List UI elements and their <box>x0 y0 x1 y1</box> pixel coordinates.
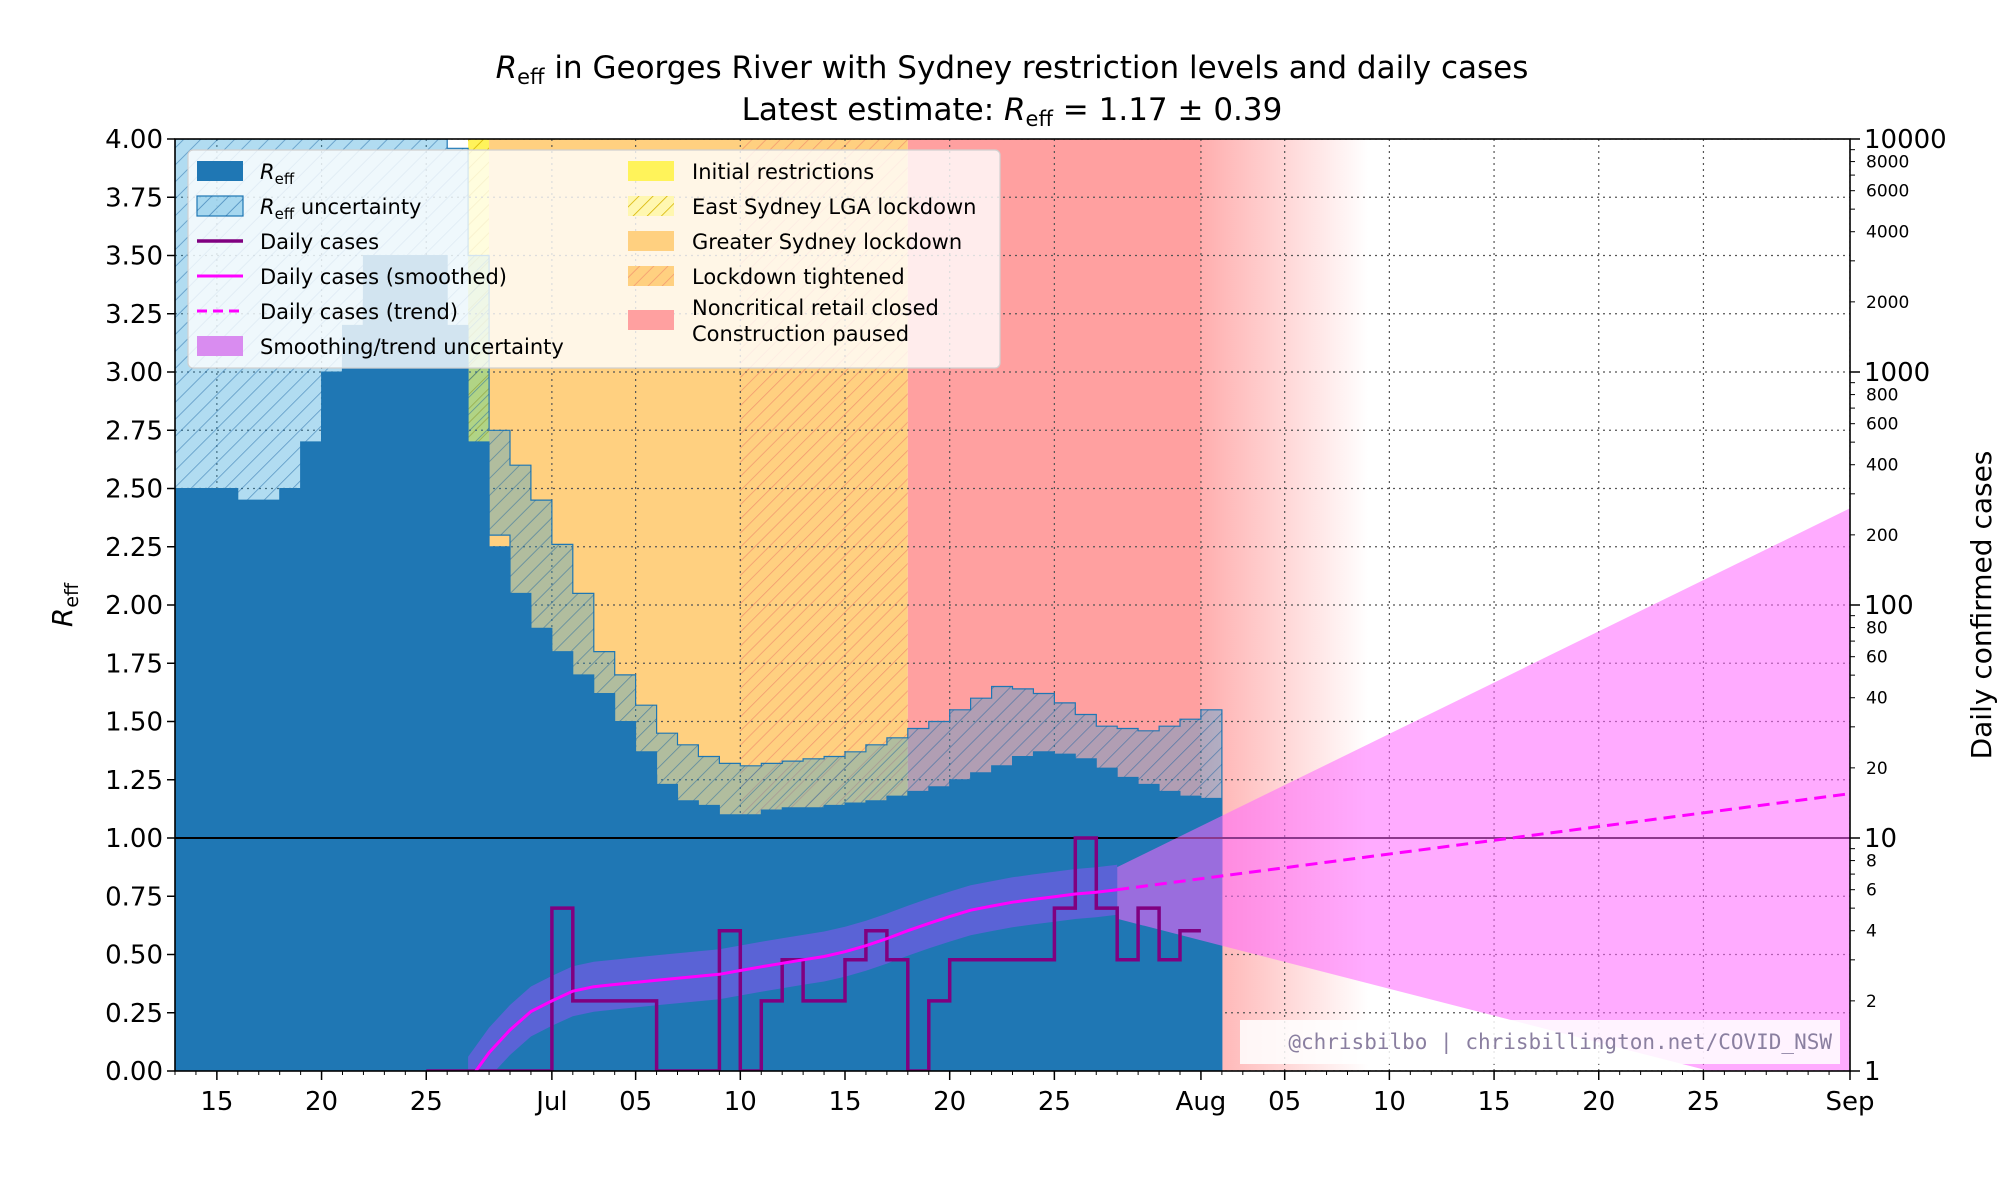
left-axis: 0.00 0.25 0.50 0.75 1.00 1.25 1.50 1.75 2.00 2.25… <box>105 125 175 1087</box>
left-tick-label: 2.75 <box>105 416 163 446</box>
x-tick-label: 25 <box>410 1087 443 1117</box>
x-tick-label: 25 <box>1687 1087 1720 1117</box>
legend: Reff Reff uncertainty Daily cases Daily cas… <box>187 149 1001 369</box>
left-tick-label: 3.75 <box>105 183 163 213</box>
cases-series <box>426 508 1850 1071</box>
left-tick-label: 4.00 <box>105 125 163 155</box>
x-axis: 15 20 25 Jul 05 10 15 20 25 Aug 05 10 15 20 25 Sep <box>174 1071 1875 1117</box>
legend-handle-reff <box>197 161 243 181</box>
title: Reff in Georges River with Sydney restri… <box>496 50 1529 131</box>
legend-label-trend: Daily cases (trend) <box>260 300 458 324</box>
legend-handle-greater <box>628 231 674 251</box>
right-major-tick-label: 1000 <box>1864 358 1930 388</box>
right-minor-tick-label: 600 <box>1866 415 1898 435</box>
right-minor-tick-label: 4 <box>1866 922 1877 942</box>
legend-handle-tightened-hatch <box>628 266 674 286</box>
right-major-tick-label: 100 <box>1864 591 1914 621</box>
right-minor-tick-label: 800 <box>1866 386 1898 406</box>
x-tick-label: 15 <box>828 1087 861 1117</box>
right-axis: 1 10 100 1000 10000 2 4 6 8 20 40 60 80 200 400 600 800 2… <box>1850 125 1947 1087</box>
legend-label-smoothed: Daily cases (smoothed) <box>260 265 507 289</box>
right-minor-tick-label: 20 <box>1866 759 1888 779</box>
left-tick-label: 3.50 <box>105 242 163 272</box>
legend-handle-east-hatch <box>628 196 674 216</box>
left-tick-label: 0.00 <box>105 1057 163 1087</box>
right-minor-tick-label: 2000 <box>1866 293 1909 313</box>
plot-area <box>175 139 1850 1071</box>
x-tick-label: Aug <box>1176 1087 1227 1117</box>
right-minor-tick-label: 6 <box>1866 881 1877 901</box>
left-tick-label: 1.25 <box>105 766 163 796</box>
daily-cases-line <box>426 836 1201 1071</box>
legend-label-daily: Daily cases <box>260 230 379 254</box>
x-tick-label: 05 <box>1268 1087 1301 1117</box>
left-tick-label: 1.75 <box>105 649 163 679</box>
legend-label-east: East Sydney LGA lockdown <box>692 195 976 219</box>
trend-cases-line <box>1116 792 1850 892</box>
right-minor-tick-label: 200 <box>1866 526 1898 546</box>
legend-label-noncritical-line1: Noncritical retail closed <box>692 296 939 320</box>
left-tick-label: 3.00 <box>105 358 163 388</box>
legend-label-greater: Greater Sydney lockdown <box>692 230 962 254</box>
x-tick-label: 20 <box>933 1087 966 1117</box>
watermark-text: @chrisbilbo | chrisbillington.net/COVID_… <box>1288 1030 1832 1055</box>
left-tick-label: 1.50 <box>105 708 163 738</box>
title-line-1: Reff in Georges River with Sydney restri… <box>496 50 1529 89</box>
right-minor-tick-label: 6000 <box>1866 182 1909 202</box>
legend-handle-noncritical <box>628 310 674 330</box>
legend-label-smooth_unc: Smoothing/trend uncertainty <box>260 335 564 359</box>
right-axis-label: Daily confirmed cases <box>1965 451 1998 760</box>
right-minor-tick-label: 4000 <box>1866 223 1909 243</box>
x-tick-label: 20 <box>1582 1087 1615 1117</box>
right-minor-tick-label: 2 <box>1866 992 1877 1012</box>
right-minor-tick-label: 8000 <box>1866 153 1909 173</box>
left-tick-label: 2.50 <box>105 475 163 505</box>
x-tick-label: 10 <box>724 1087 757 1117</box>
watermark-background <box>1240 1020 1840 1064</box>
legend-handle-reff-uncertainty-hatch <box>197 196 243 216</box>
x-tick-label: 10 <box>1373 1087 1406 1117</box>
right-minor-tick-label: 8 <box>1866 852 1877 872</box>
legend-box <box>187 149 1001 369</box>
x-tick-label: 15 <box>1478 1087 1511 1117</box>
legend-label-tightened: Lockdown tightened <box>692 265 905 289</box>
x-tick-label: 15 <box>200 1087 233 1117</box>
trend-uncertainty-band <box>1117 508 1850 1071</box>
x-tick-label: Sep <box>1825 1087 1874 1117</box>
legend-right-column: Initial restrictions East Sydney LGA lock… <box>628 160 976 346</box>
x-tick-label: Jul <box>534 1087 567 1117</box>
title-line-2: Latest estimate: Reff = 1.17 ± 0.39 <box>742 92 1283 131</box>
left-tick-label: 3.25 <box>105 300 163 330</box>
legend-label-reff_unc: Reff uncertainty <box>260 195 421 223</box>
x-tick-label: 25 <box>1038 1087 1071 1117</box>
right-minor-tick-label: 80 <box>1866 619 1888 639</box>
x-tick-label: 20 <box>305 1087 338 1117</box>
left-tick-label: 2.00 <box>105 591 163 621</box>
right-major-tick-label: 10000 <box>1864 125 1947 155</box>
right-major-tick-label: 10 <box>1864 824 1897 854</box>
right-minor-tick-label: 400 <box>1866 456 1898 476</box>
left-tick-label: 2.25 <box>105 533 163 563</box>
left-tick-label: 0.25 <box>105 999 163 1029</box>
smoothed-cases-line <box>473 888 1118 1071</box>
right-minor-tick-label: 40 <box>1866 689 1888 709</box>
left-tick-label: 1.00 <box>105 824 163 854</box>
left-tick-label: 0.75 <box>105 882 163 912</box>
legend-label-reff: Reff <box>260 160 295 188</box>
x-tick-label: 05 <box>619 1087 652 1117</box>
legend-label-noncritical-line2: Construction paused <box>692 322 909 346</box>
legend-left-column: Reff Reff uncertainty Daily cases Daily cas… <box>196 160 564 359</box>
watermark-box: @chrisbilbo | chrisbillington.net/COVID_… <box>1240 1020 1840 1064</box>
legend-handle-initial <box>628 161 674 181</box>
right-major-tick-label: 1 <box>1864 1057 1881 1087</box>
left-tick-label: 0.50 <box>105 941 163 971</box>
legend-handle-smoothing-uncertainty <box>197 336 243 356</box>
right-minor-tick-label: 60 <box>1866 648 1888 668</box>
legend-label-initial: Initial restrictions <box>692 160 874 184</box>
left-axis-label: Reff <box>46 582 83 627</box>
